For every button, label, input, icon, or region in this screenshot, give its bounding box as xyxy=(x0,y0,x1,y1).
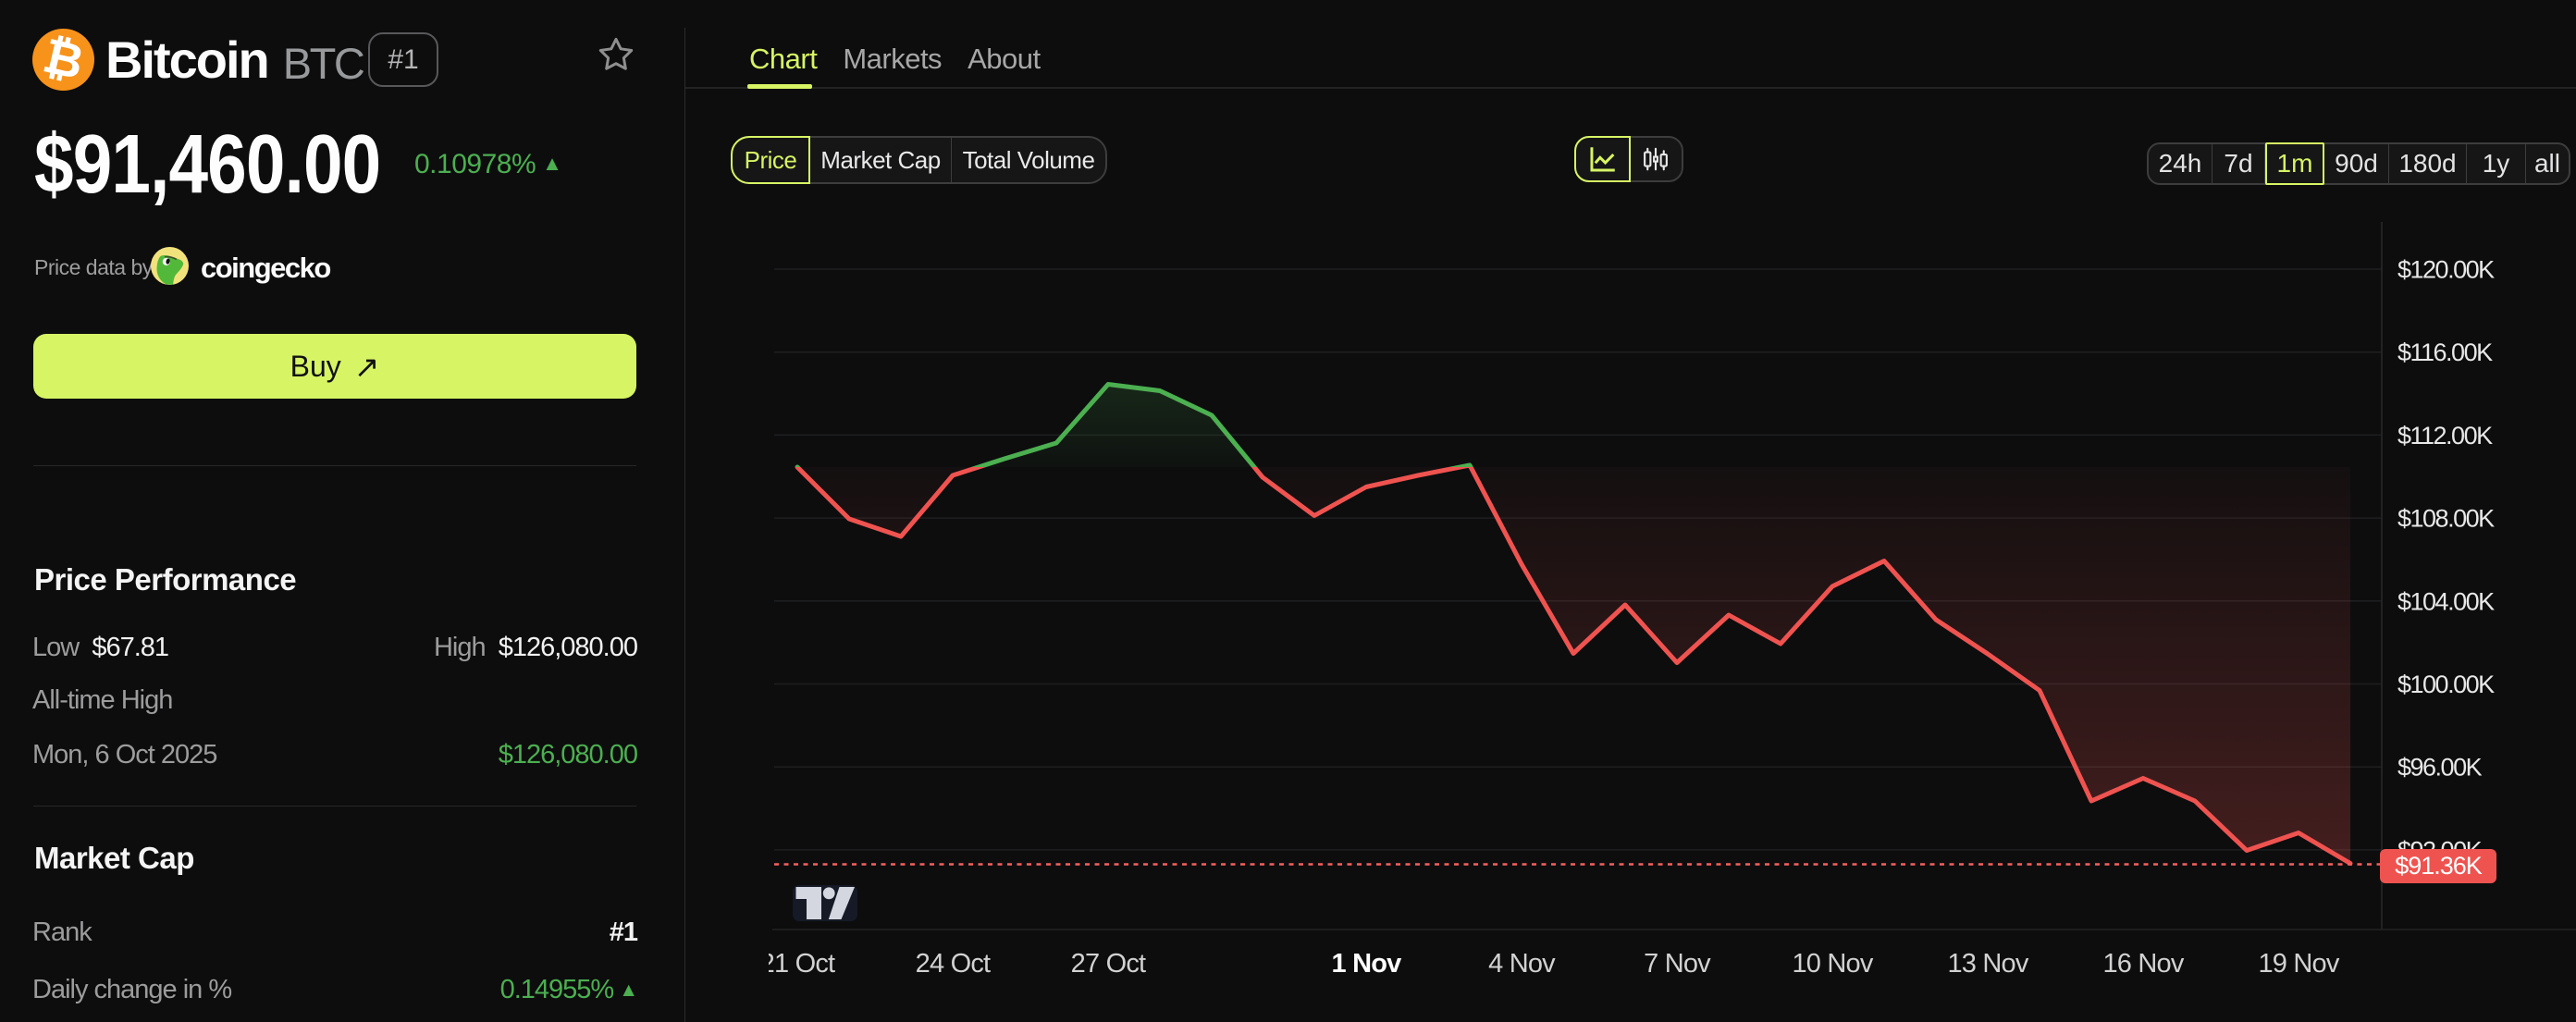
svg-text:4 Nov: 4 Nov xyxy=(1488,949,1556,979)
svg-text:$91.36K: $91.36K xyxy=(2395,852,2483,880)
svg-text:$116.00K: $116.00K xyxy=(2397,339,2493,366)
svg-text:₿: ₿ xyxy=(38,29,88,90)
svg-text:10 Nov: 10 Nov xyxy=(1792,949,1873,979)
svg-text:$108.00K: $108.00K xyxy=(2397,505,2495,533)
svg-text:27 Oct: 27 Oct xyxy=(1071,949,1146,979)
svg-text:21 Oct: 21 Oct xyxy=(760,949,835,979)
svg-text:$120.00K: $120.00K xyxy=(2397,256,2495,284)
svg-text:19 Nov: 19 Nov xyxy=(2258,949,2339,979)
svg-text:16 Nov: 16 Nov xyxy=(2102,949,2184,979)
svg-text:$104.00K: $104.00K xyxy=(2397,587,2495,615)
svg-text:1 Nov: 1 Nov xyxy=(1332,949,1402,979)
svg-text:24 Oct: 24 Oct xyxy=(916,949,991,979)
svg-text:$112.00K: $112.00K xyxy=(2397,422,2493,449)
svg-text:$100.00K: $100.00K xyxy=(2397,671,2495,698)
svg-text:7 Nov: 7 Nov xyxy=(1644,949,1711,979)
svg-text:$96.00K: $96.00K xyxy=(2397,754,2483,782)
svg-text:13 Nov: 13 Nov xyxy=(1947,949,2028,979)
